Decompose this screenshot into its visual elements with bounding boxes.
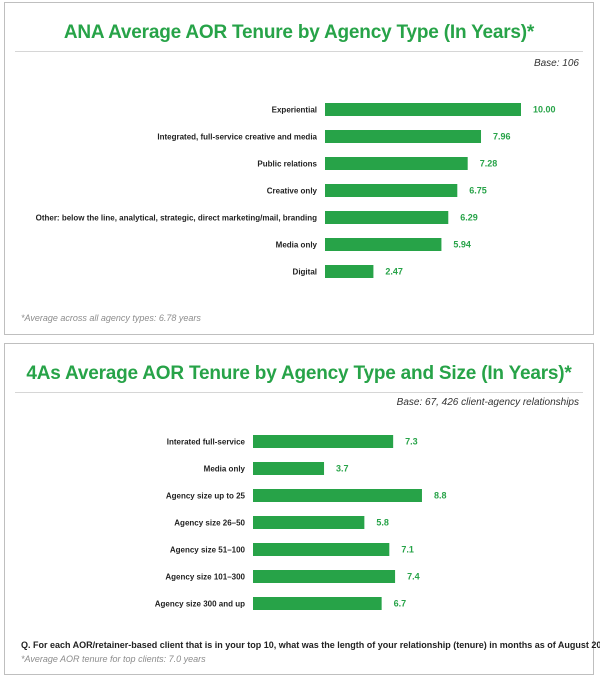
value-label: 8.8 [434,491,447,501]
footnote: *Average AOR tenure for top clients: 7.0… [21,654,206,664]
category-label: Digital [293,268,317,277]
bar [253,516,365,529]
value-label: 3.7 [336,464,349,474]
value-label: 10.00 [533,105,556,115]
value-label: 5.94 [453,240,471,250]
bar [253,597,382,610]
value-label: 7.4 [407,572,420,582]
value-label: 2.47 [385,267,403,277]
bar [253,435,394,448]
bar [253,570,396,583]
bar [325,238,442,251]
base-note: Base: 67, 426 client-agency relationship… [396,397,579,408]
category-label: Media only [276,241,318,250]
value-label: 5.8 [376,518,389,528]
survey-question: Q. For each AOR/retainer-based client th… [21,640,600,650]
bar [325,103,521,116]
value-label: 7.96 [493,132,511,142]
category-label: Creative only [267,187,318,196]
value-label: 6.7 [394,599,407,609]
bar [325,265,374,278]
chart-title: ANA Average AOR Tenure by Agency Type (I… [63,22,535,43]
footnote: *Average across all agency types: 6.78 y… [21,313,201,323]
value-label: 7.28 [480,159,498,169]
category-label: Agency size up to 25 [166,492,246,501]
bar [253,489,422,502]
base-note: Base: 106 [533,58,579,69]
bar [253,462,325,475]
bar [253,543,390,556]
category-label: Agency size 26–50 [174,519,245,528]
ana-bar-chart: Experiential 10.00 Integrated, full-servic… [36,103,556,278]
value-label: 6.75 [469,186,487,196]
title-divider [15,392,583,393]
value-label: 7.3 [405,437,418,447]
value-label: 6.29 [460,213,478,223]
title-divider [15,51,583,52]
bar [325,157,468,170]
bar [325,130,482,143]
4as-bar-chart: Interated full-service 7.3 Media only 3.7 Ag… [155,435,447,610]
category-label: Integrated, full-service creative and me… [157,133,317,142]
ana-chart-panel: ANA Average AOR Tenure by Agency Type (I… [4,2,594,335]
category-label: Agency size 101–300 [165,573,245,582]
category-label: Experiential [272,106,317,115]
category-label: Interated full-service [167,438,246,447]
category-label: Public relations [257,160,317,169]
bar [325,211,449,224]
value-label: 7.1 [401,545,414,555]
category-label: Other: below the line, analytical, strat… [36,214,318,223]
chart-title: 4As Average AOR Tenure by Agency Type an… [26,363,572,384]
category-label: Agency size 300 and up [155,600,245,609]
category-label: Media only [204,465,246,474]
4as-chart-panel: 4As Average AOR Tenure by Agency Type an… [4,343,600,675]
category-label: Agency size 51–100 [170,546,246,555]
bar [325,184,458,197]
